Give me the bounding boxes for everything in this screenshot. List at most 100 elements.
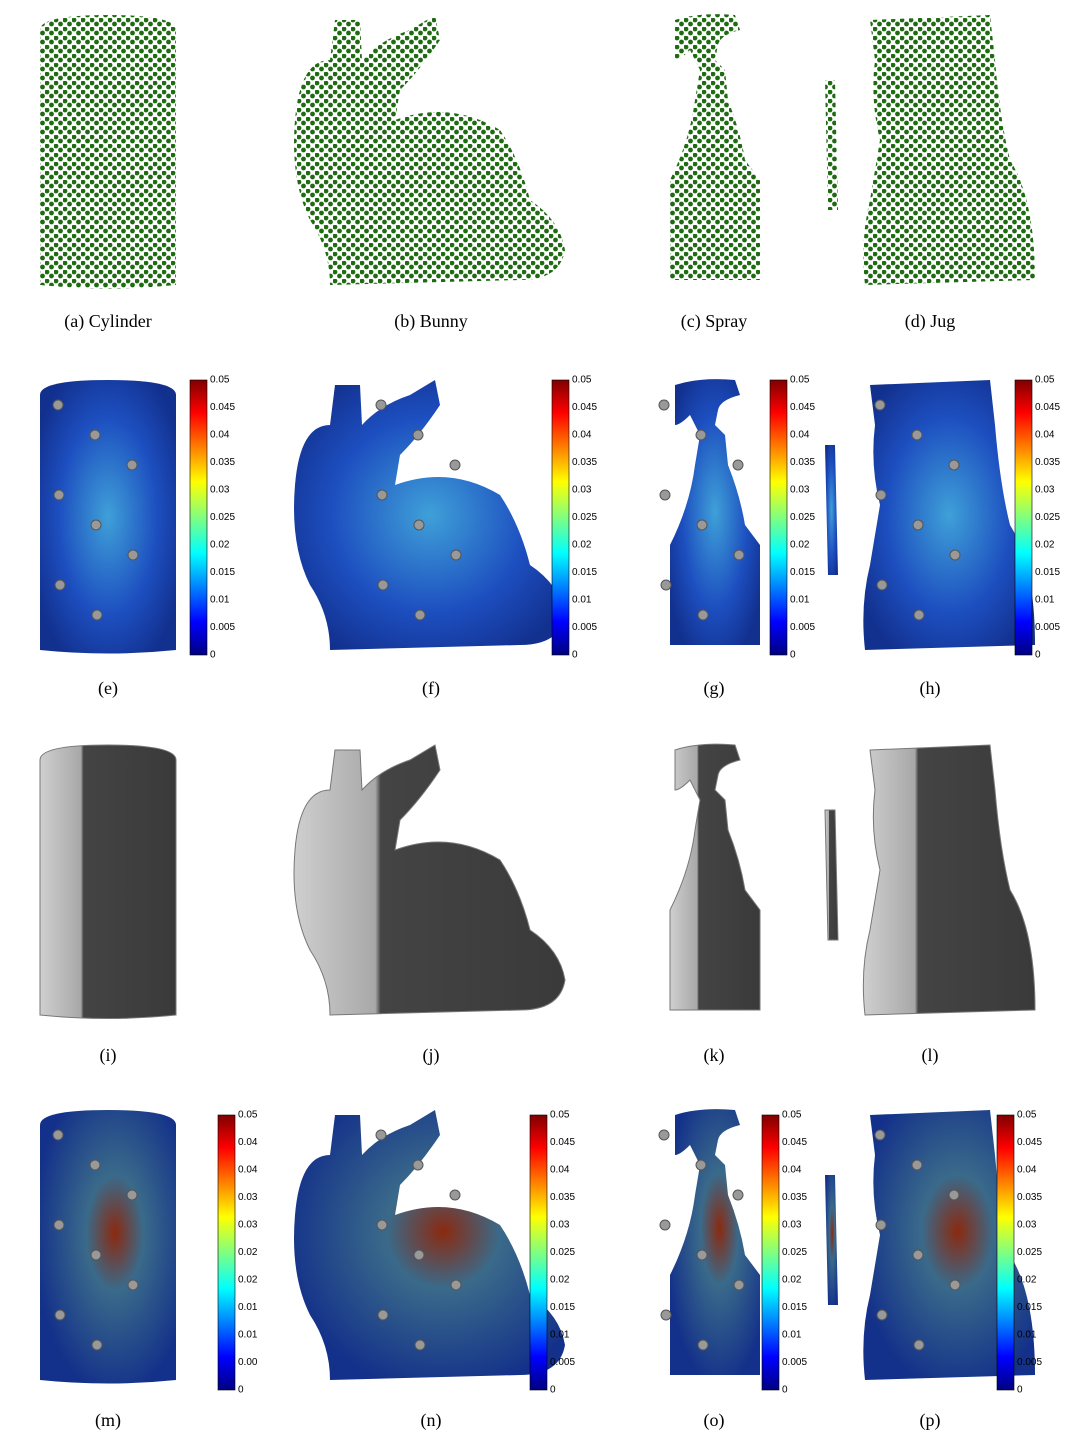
contact-sphere bbox=[733, 1190, 743, 1200]
caption: (m) bbox=[95, 1410, 121, 1431]
colorbar-label: 0.025 bbox=[782, 1247, 807, 1258]
contact-sphere bbox=[55, 1310, 65, 1320]
colorbar-label: 0.025 bbox=[572, 512, 597, 523]
contact-sphere bbox=[450, 1190, 460, 1200]
colorbar-label: 0.015 bbox=[1017, 1302, 1042, 1313]
colorbar-label: 0.00 bbox=[238, 1357, 258, 1368]
colorbar-label: 0.05 bbox=[572, 375, 592, 386]
colorbar-label: 0.02 bbox=[238, 1247, 258, 1258]
contact-sphere bbox=[128, 1280, 138, 1290]
colorbar-label: 0.05 bbox=[238, 1110, 258, 1121]
object-shape bbox=[40, 1110, 176, 1384]
contact-sphere bbox=[451, 550, 461, 560]
colorbar-label: 0.01 bbox=[782, 1330, 802, 1341]
contact-sphere bbox=[698, 610, 708, 620]
object-shape bbox=[863, 380, 1035, 650]
object-shape bbox=[294, 15, 565, 285]
colorbar-label: 0.035 bbox=[790, 457, 815, 468]
contact-sphere bbox=[913, 520, 923, 530]
colorbar-label: 0.015 bbox=[1035, 567, 1060, 578]
colorbar-label: 0 bbox=[790, 650, 796, 661]
colorbar-label: 0.02 bbox=[550, 1275, 570, 1286]
colorbar-label: 0.045 bbox=[572, 402, 597, 413]
colorbar bbox=[762, 1115, 779, 1390]
contact-sphere bbox=[876, 490, 886, 500]
colorbar-label: 0.04 bbox=[1017, 1165, 1037, 1176]
colorbar-label: 0.035 bbox=[572, 457, 597, 468]
colorbar-label: 0.045 bbox=[550, 1137, 575, 1148]
caption: (g) bbox=[704, 678, 725, 699]
caption: (d) Jug bbox=[905, 311, 956, 332]
colorbar-label: 0.02 bbox=[210, 540, 230, 551]
contact-sphere bbox=[378, 1310, 388, 1320]
colorbar-label: 0.045 bbox=[1035, 402, 1060, 413]
object-shape bbox=[670, 379, 760, 645]
contact-sphere bbox=[950, 550, 960, 560]
contact-sphere bbox=[698, 1340, 708, 1350]
page: (a) Cylinder(b) Bunny(c) Spray(d) Jug(e)… bbox=[0, 0, 1065, 1441]
caption: (e) bbox=[98, 678, 118, 699]
panel-image bbox=[670, 744, 760, 1010]
contact-sphere bbox=[127, 460, 137, 470]
colorbar bbox=[190, 380, 207, 655]
contact-sphere bbox=[660, 1220, 670, 1230]
contact-sphere bbox=[660, 490, 670, 500]
contact-sphere bbox=[949, 460, 959, 470]
colorbar-label: 0.03 bbox=[238, 1192, 258, 1203]
colorbar-label: 0.035 bbox=[1035, 457, 1060, 468]
contact-sphere bbox=[128, 550, 138, 560]
contact-sphere bbox=[413, 1160, 423, 1170]
colorbar-label: 0.05 bbox=[550, 1110, 570, 1121]
figure: (a) Cylinder(b) Bunny(c) Spray(d) Jug(e)… bbox=[0, 0, 1065, 1441]
caption: (p) bbox=[920, 1410, 941, 1431]
contact-sphere bbox=[378, 580, 388, 590]
object-shape bbox=[863, 15, 1035, 285]
colorbar-label: 0.01 bbox=[1035, 595, 1055, 606]
contact-sphere bbox=[90, 430, 100, 440]
colorbar-label: 0.04 bbox=[210, 430, 230, 441]
colorbar-label: 0.04 bbox=[238, 1165, 258, 1176]
contact-sphere bbox=[127, 1190, 137, 1200]
contact-sphere bbox=[414, 520, 424, 530]
colorbar-label: 0.035 bbox=[1017, 1192, 1042, 1203]
contact-sphere bbox=[450, 460, 460, 470]
contact-sphere bbox=[912, 1160, 922, 1170]
colorbar-label: 0.035 bbox=[782, 1192, 807, 1203]
colorbar-label: 0.005 bbox=[782, 1357, 807, 1368]
caption: (n) bbox=[421, 1410, 442, 1431]
contact-sphere bbox=[876, 1220, 886, 1230]
colorbar-label: 0.005 bbox=[572, 622, 597, 633]
contact-sphere bbox=[91, 520, 101, 530]
colorbar-label: 0.035 bbox=[550, 1192, 575, 1203]
colorbar-label: 0.025 bbox=[790, 512, 815, 523]
contact-sphere bbox=[92, 610, 102, 620]
object-shape bbox=[670, 744, 760, 1010]
caption: (k) bbox=[704, 1045, 725, 1066]
panel-image bbox=[670, 14, 760, 280]
colorbar-label: 0.05 bbox=[1017, 1110, 1037, 1121]
colorbar-label: 0.01 bbox=[1017, 1330, 1037, 1341]
colorbar-label: 0.02 bbox=[790, 540, 810, 551]
colorbar-label: 0.01 bbox=[550, 1330, 570, 1341]
colorbar bbox=[1015, 380, 1032, 655]
object-shape bbox=[863, 745, 1035, 1015]
contact-sphere bbox=[415, 1340, 425, 1350]
contact-sphere bbox=[376, 1130, 386, 1140]
contact-sphere bbox=[53, 400, 63, 410]
panel-image bbox=[294, 15, 565, 285]
contact-sphere bbox=[914, 1340, 924, 1350]
colorbar-label: 0 bbox=[782, 1385, 788, 1396]
panel-image bbox=[40, 15, 176, 289]
panel-image bbox=[40, 1110, 176, 1384]
colorbar bbox=[770, 380, 787, 655]
colorbar-label: 0.03 bbox=[782, 1220, 802, 1231]
colorbar-label: 0.045 bbox=[1017, 1137, 1042, 1148]
panel-image bbox=[294, 1110, 565, 1380]
contact-sphere bbox=[697, 520, 707, 530]
object-shape bbox=[825, 445, 838, 575]
contact-sphere bbox=[734, 1280, 744, 1290]
panel-image bbox=[825, 745, 1035, 1015]
panel-image bbox=[659, 379, 760, 645]
contact-sphere bbox=[659, 400, 669, 410]
colorbar-label: 0.005 bbox=[790, 622, 815, 633]
